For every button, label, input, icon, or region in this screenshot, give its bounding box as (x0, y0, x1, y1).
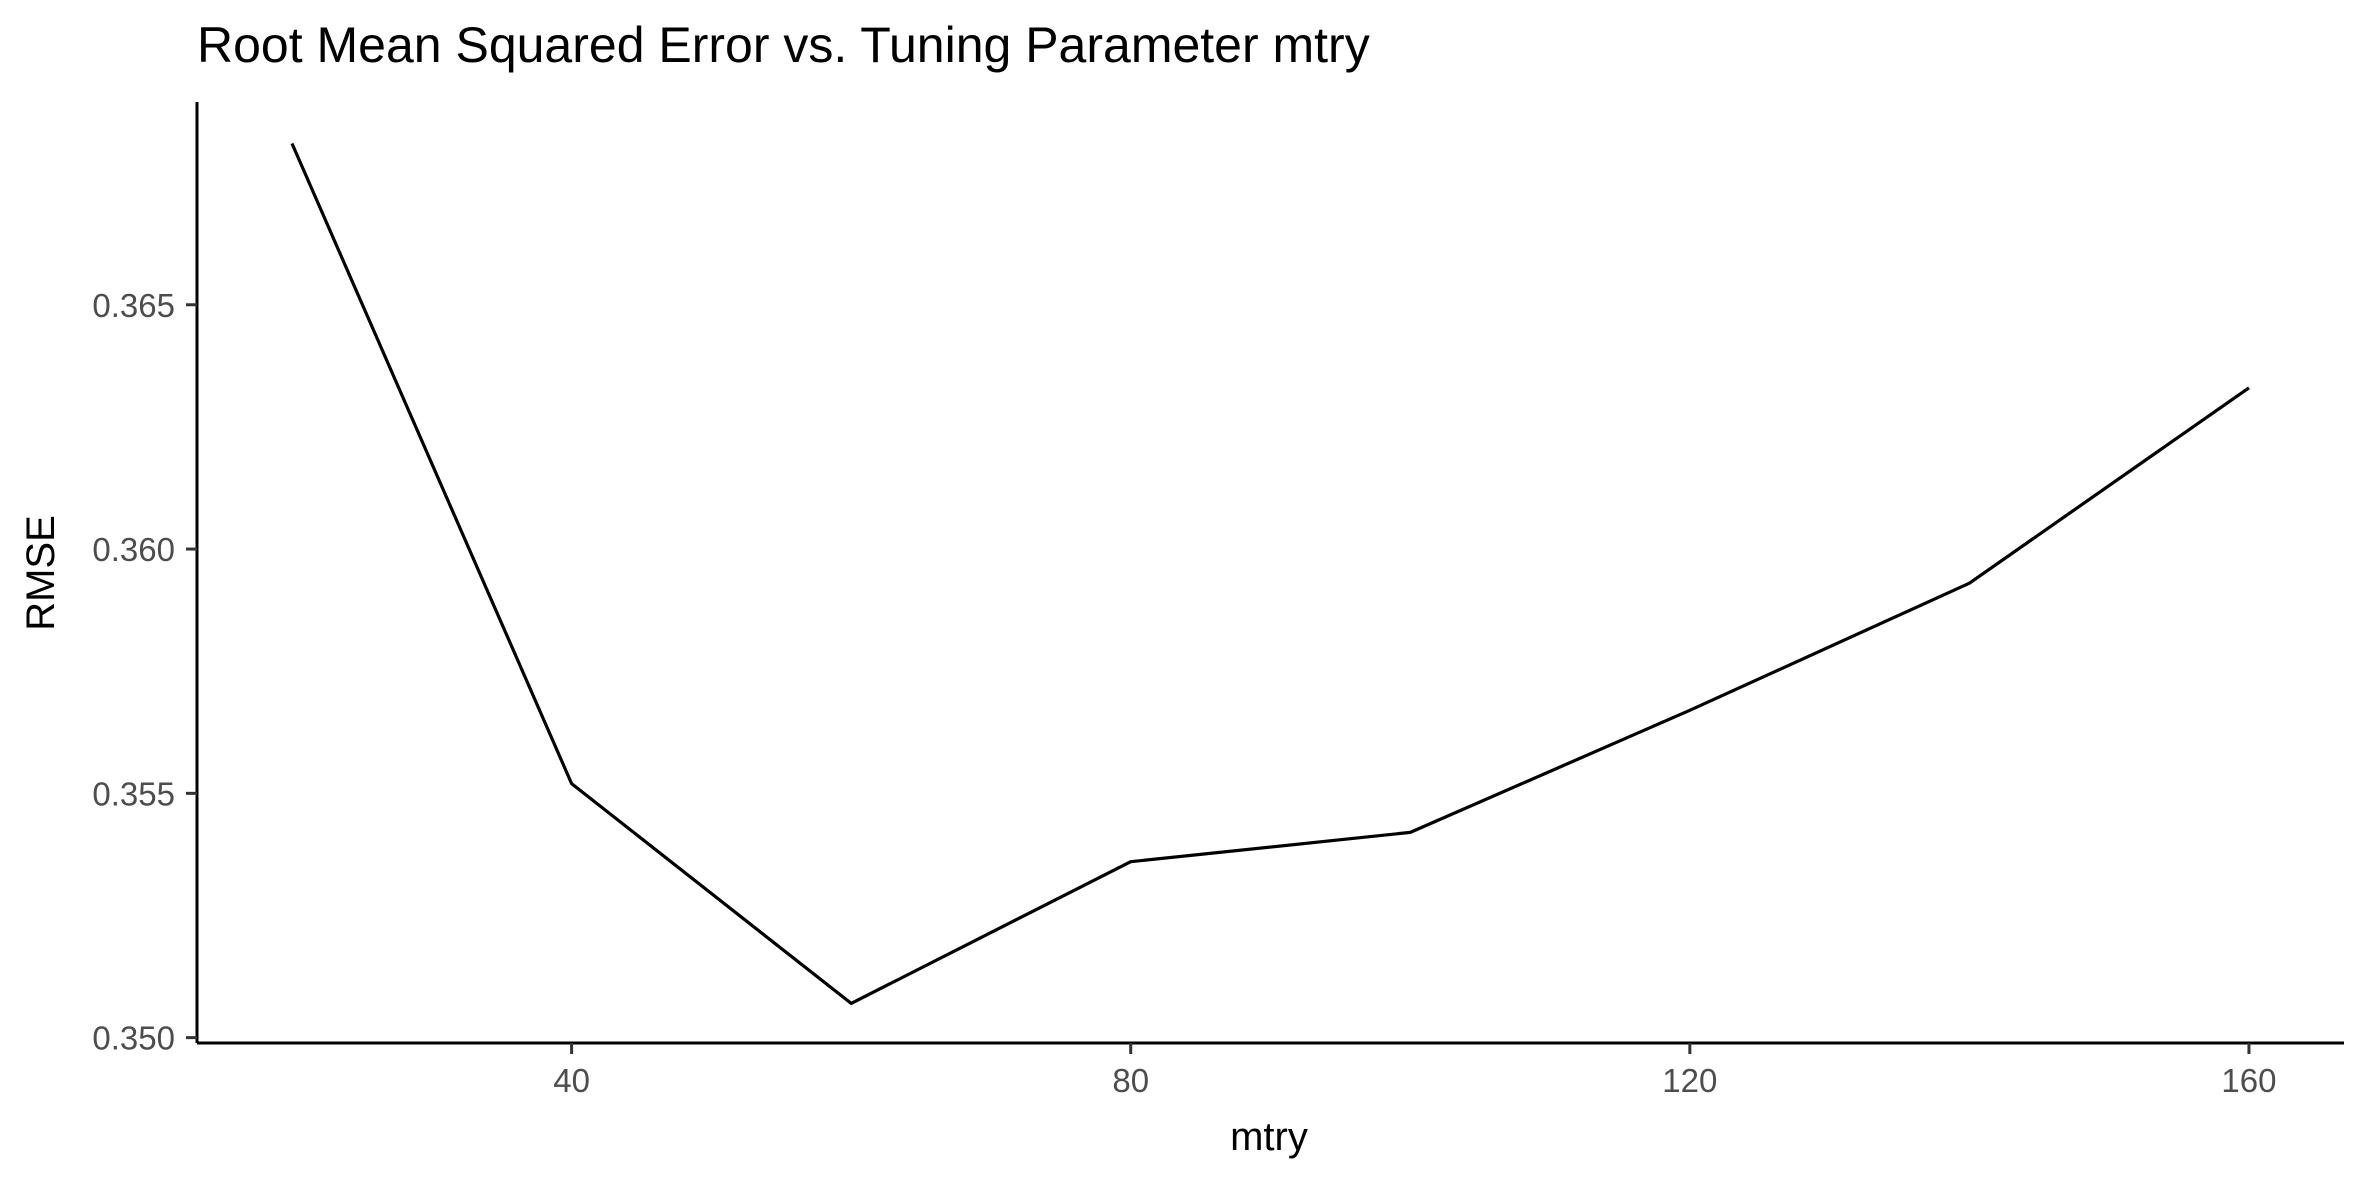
x-axis-title: mtry (1230, 1115, 1308, 1159)
rmse-series-line (290, 142, 2250, 1006)
x-tick-label: 160 (2221, 1062, 2276, 1099)
x-tick-label: 120 (1662, 1062, 1717, 1099)
y-tick-label: 0.350 (92, 1020, 175, 1057)
y-axis-title: RMSE (19, 515, 63, 631)
chart-title: Root Mean Squared Error vs. Tuning Param… (197, 17, 1370, 73)
y-tick-label: 0.365 (92, 287, 175, 324)
y-tick-label: 0.355 (92, 775, 175, 812)
x-tick-label: 40 (553, 1062, 590, 1099)
y-tick-label: 0.360 (92, 531, 175, 568)
plot-area: 0.350 0.355 0.360 0.365 40 80 120 160 (92, 102, 2344, 1099)
x-tick-label: 80 (1112, 1062, 1149, 1099)
